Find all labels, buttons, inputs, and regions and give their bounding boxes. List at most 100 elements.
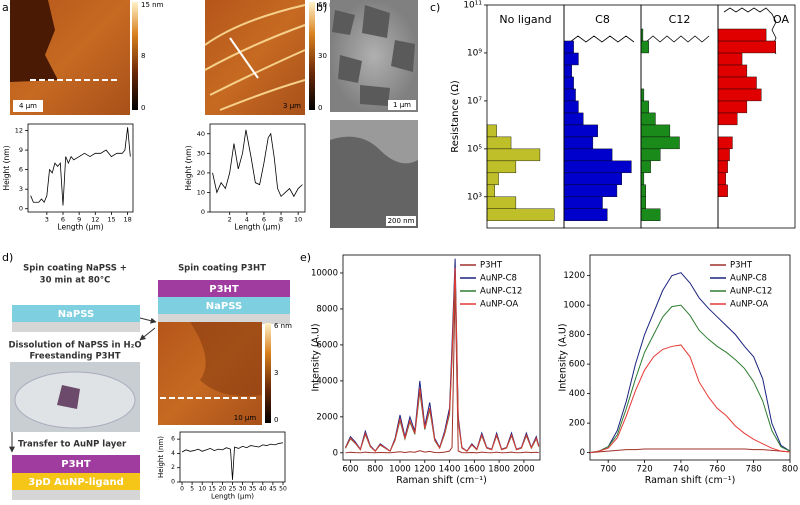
panel-frame	[717, 4, 796, 229]
y-tick-label: 6	[19, 166, 23, 174]
plot-frame	[342, 254, 541, 461]
colorbar	[132, 2, 138, 110]
plot-frame	[27, 123, 134, 213]
x-tick-label: 6	[61, 216, 65, 224]
molecule	[723, 7, 777, 55]
film	[57, 385, 80, 409]
hist-bar	[640, 100, 649, 114]
panel-title: No ligand	[499, 13, 551, 26]
substrate	[12, 490, 140, 500]
y-tick-label: 10³	[467, 192, 482, 202]
x-tick-label: 15	[208, 486, 216, 493]
x-tick-label: 30	[239, 486, 247, 493]
x-tick-label: 50	[279, 486, 287, 493]
molecule	[569, 35, 635, 43]
legend-label: P3HT	[480, 261, 503, 271]
x-tick-label: 1800	[488, 464, 510, 474]
legend-label: P3HT	[730, 261, 753, 271]
y-tick-label: 30	[197, 149, 205, 157]
y-tick-label: 3	[19, 185, 23, 193]
x-tick-label: 45	[269, 486, 277, 493]
x-tick-label: 40	[259, 486, 267, 493]
hist-bar	[563, 160, 632, 174]
legend-label: AuNP-C12	[730, 287, 772, 297]
x-tick-label: 1200	[414, 464, 436, 474]
x-axis-label: Raman shift (cm⁻¹)	[396, 475, 487, 486]
y-tick-label: 20	[197, 169, 205, 177]
y-axis-label: Height (nm)	[184, 145, 193, 190]
hist-bar	[563, 100, 579, 114]
hist-bar	[717, 184, 728, 198]
hist-bar	[640, 196, 647, 210]
hist-bar	[717, 64, 748, 78]
hist-bar	[717, 160, 728, 174]
x-tick-label: 4	[245, 216, 249, 224]
data-line	[589, 304, 791, 454]
scale-label: 200 nm	[388, 217, 415, 225]
y-tick-label: 10	[197, 188, 205, 196]
hist-bar	[486, 124, 497, 138]
hist-bar	[717, 40, 776, 54]
hist-bar	[563, 64, 572, 78]
y-tick-label: 8000	[316, 304, 338, 314]
data-line	[589, 344, 791, 454]
profile-line	[229, 37, 259, 79]
x-tick-label: 1000	[389, 464, 411, 474]
hist-bar	[486, 172, 499, 186]
y-tick-label: 4	[171, 450, 175, 457]
x-tick-label: 1600	[464, 464, 486, 474]
hist-bar	[717, 88, 762, 102]
y-tick-label: 10⁵	[467, 144, 482, 154]
y-tick-label: 2	[171, 464, 175, 471]
x-tick-label: 10	[198, 486, 206, 493]
x-tick-label: 18	[123, 216, 131, 224]
tem-flakes	[332, 5, 415, 106]
hist-bar	[563, 52, 579, 66]
y-tick-label: 6000	[316, 340, 338, 350]
hist-bar	[486, 184, 495, 198]
x-axis-label: Length (µm)	[57, 223, 103, 232]
panel-label: a)	[2, 1, 13, 14]
colorbar-label: 30	[318, 52, 327, 60]
panel-frame	[486, 4, 565, 229]
step-text: Spin coating NaPSS +	[23, 264, 127, 274]
hist-bar	[640, 184, 647, 198]
x-tick-label: 600	[342, 464, 358, 474]
hist-bar	[563, 208, 608, 221]
hist-bar	[486, 148, 541, 162]
y-tick-label: 10⁹	[467, 48, 482, 58]
y-tick-label: 1200	[563, 271, 585, 281]
y-tick-label: 0	[201, 208, 205, 216]
data-line	[589, 448, 791, 454]
hist-bar	[640, 172, 645, 186]
hist-bar	[563, 88, 576, 102]
x-tick-label: 12	[91, 216, 99, 224]
x-tick-label: 800	[367, 464, 383, 474]
scale-label: 3 µm	[283, 102, 301, 110]
data-line	[345, 285, 539, 454]
hist-bar	[717, 112, 738, 126]
hist-bar	[486, 160, 517, 174]
tem-particles	[330, 136, 418, 228]
layer	[158, 297, 290, 314]
legend-label: AuNP-OA	[480, 300, 518, 310]
y-axis-label: Height (nm)	[157, 436, 165, 478]
y-tick-label: 200	[569, 419, 585, 429]
colorbar-label: 3	[274, 369, 278, 377]
y-tick-label: 6	[171, 436, 175, 443]
x-tick-label: 3	[45, 216, 49, 224]
y-tick-label: 10¹¹	[463, 1, 482, 11]
hist-bar	[640, 112, 656, 126]
hist-bar	[486, 136, 512, 150]
arrow	[139, 317, 157, 324]
colorbar-label: 6 nm	[274, 322, 292, 330]
x-tick-label: 35	[249, 486, 257, 493]
panel-title: OA	[773, 13, 789, 26]
layer-label: NaPSS	[206, 301, 242, 312]
legend-label: AuNP-OA	[730, 300, 768, 310]
layer	[12, 473, 140, 490]
x-axis-label: Length (µm)	[211, 492, 254, 500]
hist-bar	[563, 124, 598, 138]
hist-bar	[640, 208, 661, 221]
afm-feature	[190, 322, 262, 396]
